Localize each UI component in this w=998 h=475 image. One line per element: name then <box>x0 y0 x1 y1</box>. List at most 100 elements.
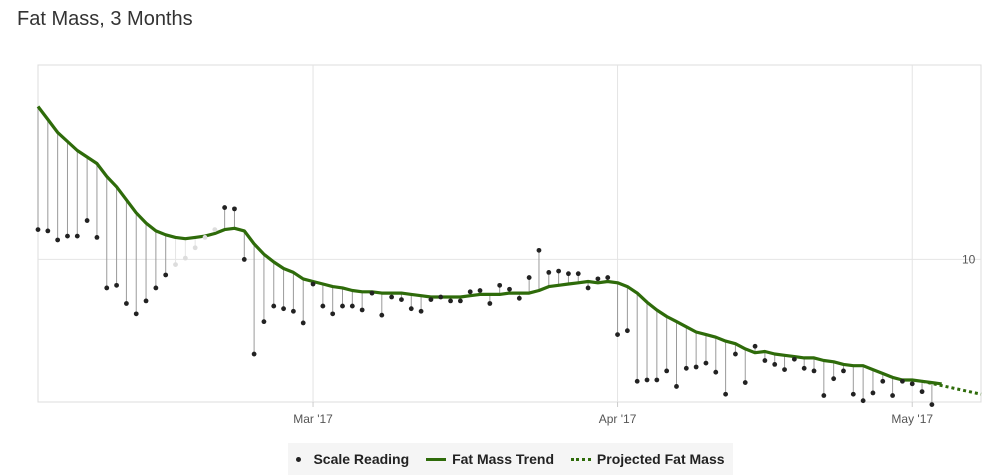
scale-reading-point[interactable] <box>467 289 473 295</box>
scale-reading-point[interactable] <box>133 311 139 317</box>
scale-reading-point[interactable] <box>595 276 601 282</box>
scale-reading-point[interactable] <box>556 268 562 274</box>
scale-reading-point[interactable] <box>55 237 61 243</box>
scale-reading-point[interactable] <box>683 365 689 371</box>
scale-reading-point[interactable] <box>487 301 493 306</box>
scale-reading-point[interactable] <box>526 275 532 280</box>
scale-reading-point[interactable] <box>212 227 218 233</box>
scale-reading-point[interactable] <box>644 377 650 383</box>
projected-fat-mass-line[interactable] <box>921 379 982 396</box>
scale-reading-point[interactable] <box>929 402 935 407</box>
fat-mass-trend-line[interactable] <box>36 105 942 386</box>
scale-reading-point[interactable] <box>448 298 453 304</box>
scale-reading-point[interactable] <box>65 233 70 239</box>
scale-reading-point[interactable] <box>772 362 778 367</box>
scale-reading-point[interactable] <box>497 282 503 288</box>
scale-reading-point[interactable] <box>84 218 90 223</box>
scale-reading-point[interactable] <box>791 356 797 362</box>
scale-reading-point[interactable] <box>900 378 905 384</box>
scale-reading-point[interactable] <box>45 228 51 234</box>
scale-reading-point[interactable] <box>222 205 228 210</box>
scale-reading-point[interactable] <box>880 378 886 384</box>
scale-reading-point[interactable] <box>664 368 670 374</box>
scale-reading-point[interactable] <box>173 262 178 268</box>
scale-reading-point[interactable] <box>104 285 110 291</box>
scale-reading-point[interactable] <box>566 271 571 277</box>
scale-reading-point[interactable] <box>163 272 169 278</box>
scale-reading-point[interactable] <box>359 307 365 313</box>
scale-reading-point[interactable] <box>585 285 591 291</box>
scale-reading-point[interactable] <box>94 234 100 240</box>
scale-reading-point[interactable] <box>35 227 41 233</box>
scale-reading-point[interactable] <box>290 308 296 314</box>
scale-reading-point[interactable] <box>182 255 188 261</box>
scale-reading-point[interactable] <box>281 306 286 312</box>
scale-reading-point[interactable] <box>723 391 729 397</box>
scale-reading-point[interactable] <box>457 298 463 304</box>
scale-reading-point[interactable] <box>821 393 827 398</box>
scale-reading-point[interactable] <box>752 343 758 349</box>
scale-reading-point[interactable] <box>369 290 375 296</box>
scale-reading-point[interactable] <box>762 358 768 363</box>
scale-reading-point[interactable] <box>232 206 237 212</box>
scale-reading-point[interactable] <box>742 380 748 385</box>
scale-reading-point[interactable] <box>241 257 247 262</box>
scale-reading-point[interactable] <box>379 312 385 318</box>
scale-reading-point[interactable] <box>703 360 709 366</box>
scale-reading-point[interactable] <box>320 303 326 309</box>
scale-reading-point[interactable] <box>890 393 895 398</box>
scale-reading-point[interactable] <box>870 390 876 396</box>
scale-reading-point[interactable] <box>330 311 336 317</box>
scale-reading-point[interactable] <box>408 306 414 312</box>
scale-reading-point[interactable] <box>477 288 483 293</box>
scale-reading-point[interactable] <box>516 295 522 301</box>
scale-reading-point[interactable] <box>615 332 620 337</box>
scale-reading-point[interactable] <box>860 398 866 404</box>
scale-reading-point[interactable] <box>124 301 129 306</box>
scale-reading-point[interactable] <box>389 294 395 300</box>
scale-reading-point[interactable] <box>546 269 552 275</box>
scale-reading-point[interactable] <box>153 285 159 291</box>
scale-reading-point[interactable] <box>919 389 925 395</box>
legend-item-fat-mass-trend[interactable]: Fat Mass Trend <box>426 451 554 467</box>
scale-reading-point[interactable] <box>831 376 837 382</box>
scale-reading-point[interactable] <box>74 233 80 239</box>
scale-reading-point[interactable] <box>693 364 699 370</box>
scale-reading-point[interactable] <box>801 365 807 371</box>
axis-tick-labels: Mar '17 Apr '17 May '17 10 <box>293 252 975 426</box>
scale-reading-point[interactable] <box>428 297 434 303</box>
scale-reading-point[interactable] <box>271 303 277 309</box>
scale-reading-point[interactable] <box>536 247 542 253</box>
scale-reading-point[interactable] <box>624 328 630 334</box>
scale-reading-point[interactable] <box>850 391 856 397</box>
scale-reading-point[interactable] <box>654 377 660 383</box>
scale-reading-point[interactable] <box>261 319 267 325</box>
scale-reading-point[interactable] <box>143 298 149 304</box>
scale-reading-point[interactable] <box>310 281 316 287</box>
scale-reading-point[interactable] <box>507 286 512 292</box>
scale-reading-point[interactable] <box>202 234 208 240</box>
scale-reading-point[interactable] <box>575 271 581 277</box>
scale-reading-point[interactable] <box>300 320 306 326</box>
scale-reading-point[interactable] <box>349 303 355 309</box>
scale-reading-point[interactable] <box>733 351 738 357</box>
scale-reading-point[interactable] <box>418 308 424 314</box>
scale-reading-point[interactable] <box>841 368 846 374</box>
scale-reading-point[interactable] <box>713 369 719 375</box>
scale-reading-point[interactable] <box>605 275 611 280</box>
scale-reading-point[interactable] <box>909 381 915 387</box>
scale-reading-point[interactable] <box>114 282 119 288</box>
legend-item-scale-reading[interactable]: Scale Reading <box>296 451 409 467</box>
scale-reading-point[interactable] <box>782 367 787 372</box>
scale-reading-point[interactable] <box>399 297 404 303</box>
scale-reading-point[interactable] <box>811 368 817 374</box>
scale-reading-point[interactable] <box>340 303 345 309</box>
scale-reading-point[interactable] <box>438 294 444 300</box>
plot-area <box>37 64 982 403</box>
scale-reading-point[interactable] <box>192 245 198 251</box>
legend-item-projected-fat-mass[interactable]: Projected Fat Mass <box>570 451 725 467</box>
scale-reading-point[interactable] <box>634 378 640 384</box>
scale-reading-point[interactable] <box>674 384 679 389</box>
scale-reading-point[interactable] <box>251 351 257 357</box>
scale-reading-dot-icon <box>296 456 302 462</box>
